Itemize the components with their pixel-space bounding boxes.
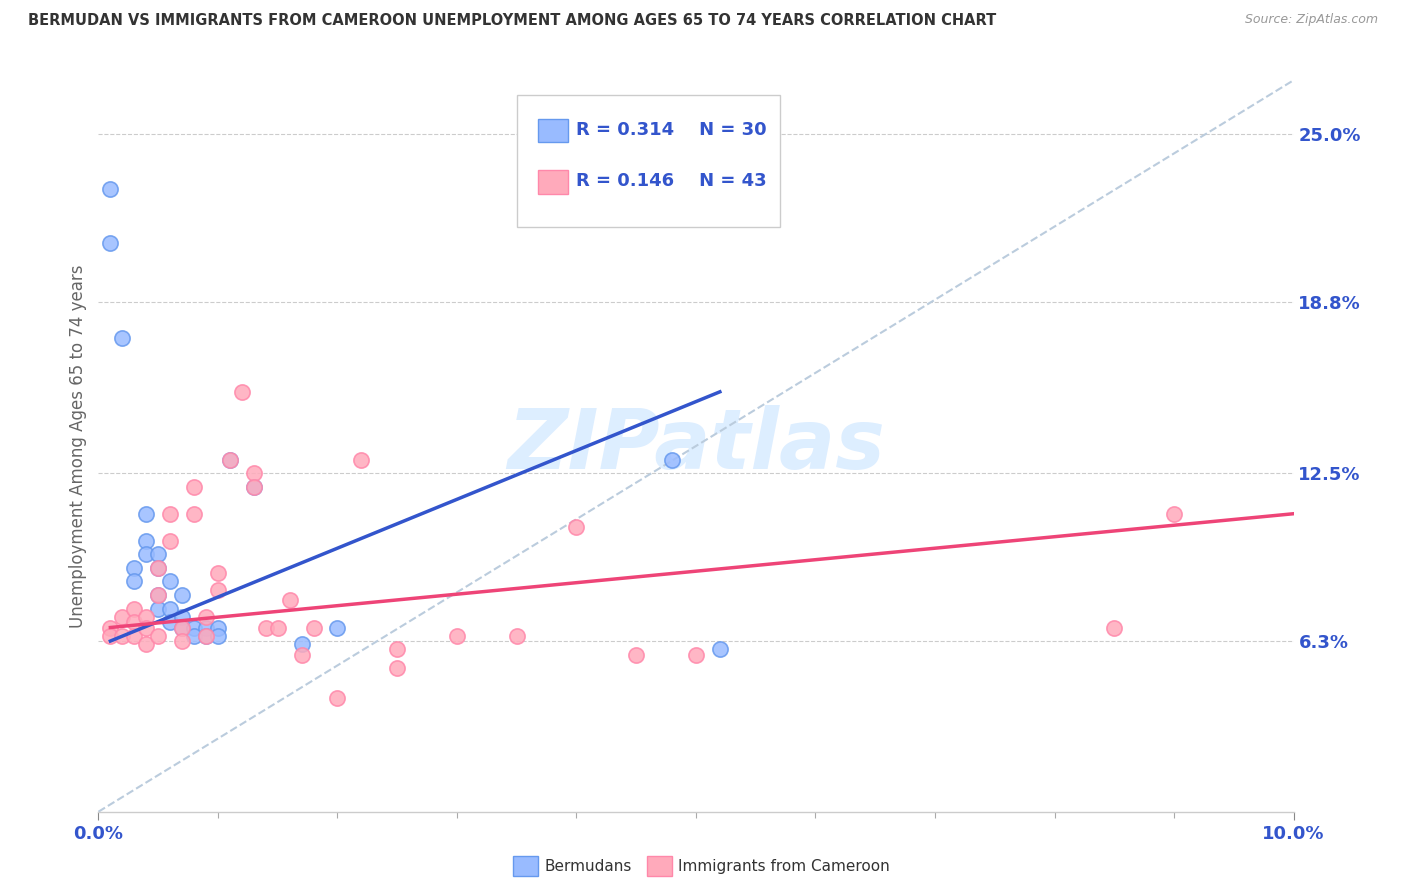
- Point: [135, 637, 157, 651]
- Point: [135, 547, 157, 561]
- Point: [207, 629, 229, 643]
- Bar: [538, 170, 568, 194]
- Point: [1104, 620, 1126, 634]
- Point: [207, 620, 229, 634]
- Point: [219, 452, 242, 467]
- Point: [159, 601, 181, 615]
- Point: [231, 384, 253, 399]
- Point: [135, 620, 157, 634]
- Point: [124, 615, 146, 629]
- Point: [111, 331, 134, 345]
- Point: [124, 574, 146, 589]
- Point: [111, 609, 134, 624]
- Point: [243, 480, 266, 494]
- Text: Immigrants from Cameroon: Immigrants from Cameroon: [678, 859, 890, 873]
- Point: [124, 601, 146, 615]
- Point: [159, 507, 181, 521]
- Point: [183, 507, 205, 521]
- Point: [135, 533, 157, 548]
- Point: [148, 629, 170, 643]
- Point: [124, 561, 146, 575]
- Text: Bermudans: Bermudans: [544, 859, 631, 873]
- Point: [183, 480, 205, 494]
- Point: [709, 642, 731, 657]
- Point: [135, 609, 157, 624]
- Point: [111, 629, 134, 643]
- Point: [148, 547, 170, 561]
- Point: [172, 609, 194, 624]
- Point: [100, 235, 122, 250]
- Point: [172, 620, 194, 634]
- Bar: [538, 119, 568, 143]
- Point: [148, 601, 170, 615]
- Point: [565, 520, 588, 534]
- Point: [159, 574, 181, 589]
- Point: [172, 588, 194, 602]
- Text: BERMUDAN VS IMMIGRANTS FROM CAMEROON UNEMPLOYMENT AMONG AGES 65 TO 74 YEARS CORR: BERMUDAN VS IMMIGRANTS FROM CAMEROON UNE…: [28, 13, 997, 29]
- Point: [100, 620, 122, 634]
- Text: Source: ZipAtlas.com: Source: ZipAtlas.com: [1244, 13, 1378, 27]
- Point: [661, 452, 683, 467]
- Point: [195, 620, 218, 634]
- Point: [195, 609, 218, 624]
- Point: [159, 615, 181, 629]
- Text: R = 0.314    N = 30: R = 0.314 N = 30: [576, 121, 768, 139]
- Point: [291, 648, 314, 662]
- Point: [291, 637, 314, 651]
- Point: [135, 507, 157, 521]
- Point: [243, 480, 266, 494]
- Point: [1163, 507, 1185, 521]
- Point: [207, 566, 229, 581]
- Point: [172, 634, 194, 648]
- Point: [148, 561, 170, 575]
- Point: [385, 661, 409, 675]
- Point: [100, 181, 122, 195]
- Point: [183, 629, 205, 643]
- Point: [506, 629, 529, 643]
- Point: [326, 620, 349, 634]
- Text: R = 0.146    N = 43: R = 0.146 N = 43: [576, 172, 768, 190]
- Point: [267, 620, 290, 634]
- Point: [385, 642, 409, 657]
- Y-axis label: Unemployment Among Ages 65 to 74 years: Unemployment Among Ages 65 to 74 years: [69, 264, 87, 628]
- Point: [148, 588, 170, 602]
- Point: [124, 629, 146, 643]
- Point: [326, 690, 349, 705]
- Point: [148, 588, 170, 602]
- Point: [183, 620, 205, 634]
- Text: ZIPatlas: ZIPatlas: [508, 406, 884, 486]
- Point: [148, 561, 170, 575]
- Point: [278, 593, 301, 607]
- Point: [302, 620, 325, 634]
- Point: [446, 629, 468, 643]
- Point: [350, 452, 373, 467]
- Point: [172, 620, 194, 634]
- Point: [685, 648, 707, 662]
- Point: [219, 452, 242, 467]
- Point: [243, 466, 266, 480]
- Point: [100, 629, 122, 643]
- FancyBboxPatch shape: [517, 95, 779, 227]
- Point: [159, 533, 181, 548]
- Point: [195, 629, 218, 643]
- Point: [254, 620, 277, 634]
- Point: [195, 629, 218, 643]
- Point: [626, 648, 648, 662]
- Point: [207, 582, 229, 597]
